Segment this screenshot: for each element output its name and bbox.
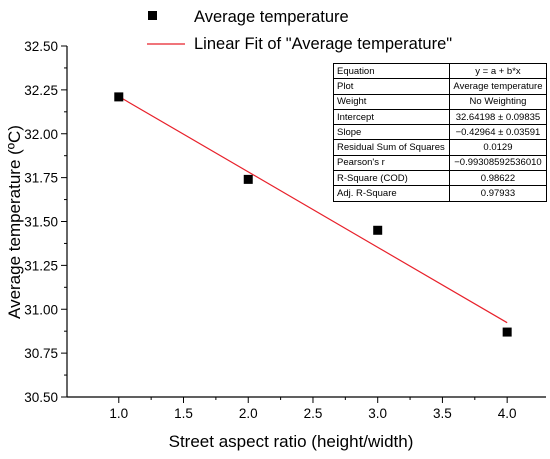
x-tick-label: 1.0 xyxy=(109,406,128,421)
y-tick-label: 30.50 xyxy=(24,390,58,405)
stats-row: R-Square (COD) 0.98622 xyxy=(333,170,548,187)
stats-value: 0.97933 xyxy=(448,185,548,202)
stats-label: Slope xyxy=(333,124,450,141)
stats-value: y = a + b*x xyxy=(448,62,548,80)
legend-marker-scatter xyxy=(148,11,157,20)
stats-label: Pearson's r xyxy=(333,154,450,172)
x-tick-label: 3.5 xyxy=(433,406,452,421)
y-tick-label: 30.75 xyxy=(24,346,58,361)
stats-row: Equation y = a + b*x xyxy=(333,62,548,80)
y-axis-title: Average temperature (ºC) xyxy=(5,125,24,319)
stats-row: Intercept 32.64198 ± 0.09835 xyxy=(333,108,548,126)
stats-row: Weight No Weighting xyxy=(333,93,548,110)
y-tick-label: 31.75 xyxy=(24,171,58,186)
stats-value: 32.64198 ± 0.09835 xyxy=(448,108,548,126)
fit-layer xyxy=(118,95,508,324)
y-tick-label: 32.00 xyxy=(24,127,58,142)
x-tick-label: 2.5 xyxy=(304,406,323,421)
stats-row: Residual Sum of Squares 0.0129 xyxy=(333,139,548,156)
stats-label: Residual Sum of Squares xyxy=(333,139,450,156)
fit-line xyxy=(118,95,508,324)
x-axis-title: Street aspect ratio (height/width) xyxy=(169,432,414,451)
x-tick-label: 1.5 xyxy=(174,406,193,421)
y-tick-label: 31.00 xyxy=(24,302,58,317)
data-point xyxy=(373,225,383,235)
x-tick-label: 3.0 xyxy=(368,406,387,421)
legend: Average temperature Linear Fit of "Avera… xyxy=(147,8,452,53)
stats-label: Plot xyxy=(333,78,450,95)
legend-label-fit: Linear Fit of "Average temperature" xyxy=(194,35,452,53)
stats-value: No Weighting xyxy=(448,93,548,110)
y-tick-label: 31.50 xyxy=(24,215,58,230)
data-point xyxy=(502,327,512,337)
points-layer xyxy=(114,92,512,337)
stats-label: Weight xyxy=(333,93,450,110)
stats-value: 0.98622 xyxy=(448,170,548,187)
stats-label: R-Square (COD) xyxy=(333,170,450,187)
y-tick-label: 31.25 xyxy=(24,258,58,273)
y-tick-label: 32.50 xyxy=(24,39,58,54)
stats-row: Slope −0.42964 ± 0.03591 xyxy=(333,124,548,141)
stats-row: Plot Average temperature xyxy=(333,78,548,95)
fit-statistics-table: Equation y = a + b*x Plot Average temperatu… xyxy=(333,62,548,202)
stats-row: Adj. R-Square 0.97933 xyxy=(333,185,548,202)
stats-row: Pearson's r −0.99308592536010 xyxy=(333,154,548,172)
stats-value: −0.42964 ± 0.03591 xyxy=(448,124,548,141)
stats-label: Equation xyxy=(333,62,450,80)
stats-label: Intercept xyxy=(333,108,450,126)
data-point xyxy=(243,174,253,184)
x-tick-label: 2.0 xyxy=(239,406,258,421)
stats-value: 0.0129 xyxy=(448,139,548,156)
data-point xyxy=(114,92,124,102)
stats-value: Average temperature xyxy=(448,78,548,95)
ticks: 1.0 1.5 2.0 2.5 3.0 3.5 4.0 30.50 30.75 31.00 31.2… xyxy=(24,39,516,421)
x-tick-label: 4.0 xyxy=(498,406,517,421)
y-tick-label: 32.25 xyxy=(24,83,58,98)
legend-label-scatter: Average temperature xyxy=(194,8,349,26)
stats-value: −0.99308592536010 xyxy=(448,154,548,172)
stats-label: Adj. R-Square xyxy=(333,185,450,202)
